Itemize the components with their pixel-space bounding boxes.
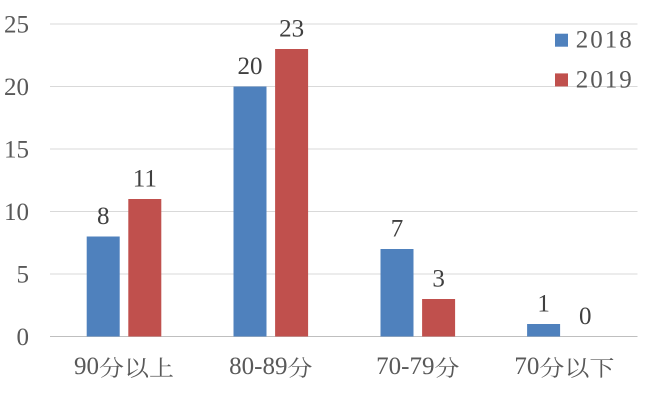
svg-text:70-79: 70-79 [376,353,434,380]
svg-text:2019: 2019 [576,67,634,94]
svg-text:90: 90 [74,353,99,380]
svg-text:1: 1 [537,291,550,318]
svg-text:20: 20 [4,74,29,101]
svg-text:25: 25 [4,11,29,38]
svg-text:23: 23 [279,16,304,43]
svg-text:70: 70 [514,353,539,380]
svg-text:0: 0 [17,324,30,351]
svg-text:11: 11 [133,166,157,193]
svg-text:20: 20 [238,53,263,80]
svg-text:5: 5 [17,261,30,288]
svg-text:8: 8 [97,203,110,230]
svg-text:7: 7 [391,216,404,243]
svg-text:0: 0 [579,303,592,330]
svg-text:10: 10 [4,199,29,226]
svg-text:80-89: 80-89 [229,353,287,380]
svg-text:2018: 2018 [576,27,634,54]
svg-text:15: 15 [4,136,29,163]
svg-text:3: 3 [432,266,445,293]
